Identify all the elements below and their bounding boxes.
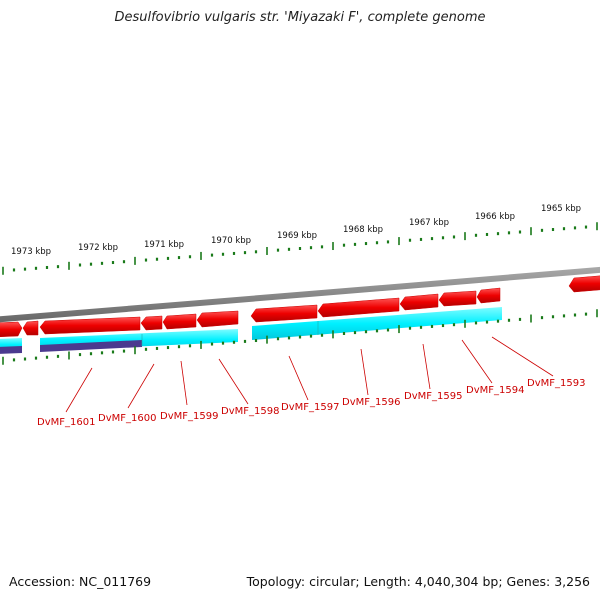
kbp-label: 1969 kbp [277, 231, 317, 241]
gene-arrow[interactable] [250, 304, 318, 323]
gene-label[interactable]: DvMF_1597 [281, 402, 339, 413]
gene-label[interactable]: DvMF_1595 [404, 391, 462, 402]
inner-scale-ticks [2, 309, 598, 365]
kbp-label: 1966 kbp [475, 212, 515, 222]
kbp-label: 1972 kbp [78, 243, 118, 253]
gene-label[interactable]: DvMF_1599 [160, 411, 218, 422]
gene-arrow[interactable] [39, 316, 141, 335]
gene-arrow[interactable] [140, 315, 163, 331]
genome-title: Desulfovibrio vulgaris str. 'Miyazaki F'… [114, 10, 486, 25]
accession-text: Accession: NC_011769 [9, 574, 152, 589]
gene-label[interactable]: DvMF_1601 [37, 417, 95, 428]
kbp-label: 1970 kbp [211, 236, 251, 246]
gene-arrow[interactable] [196, 310, 239, 328]
gene-label[interactable]: DvMF_1593 [527, 378, 585, 389]
gene-arrow[interactable] [568, 275, 600, 293]
gene-label[interactable]: DvMF_1594 [466, 385, 524, 396]
gene-arrow[interactable] [317, 297, 400, 318]
gene-label[interactable]: DvMF_1598 [221, 406, 279, 417]
cds-segment[interactable] [0, 346, 22, 354]
kbp-label: 1971 kbp [144, 240, 184, 250]
kbp-label: 1973 kbp [11, 247, 51, 257]
kbp-label: 1967 kbp [409, 218, 449, 228]
kbp-label: 1968 kbp [343, 225, 383, 235]
kbp-scale-labels: 1973 kbp 1972 kbp 1971 kbp 1970 kbp 1969… [11, 204, 581, 257]
forward-genes [0, 275, 600, 338]
cds-band [0, 307, 502, 354]
cds-segment[interactable] [252, 307, 502, 340]
topology-text: Topology: circular; Length: 4,040,304 bp… [246, 574, 590, 589]
gene-arrow[interactable] [399, 293, 439, 311]
gene-label[interactable]: DvMF_1596 [342, 397, 400, 408]
genome-backbone [0, 266, 600, 323]
kbp-label: 1965 kbp [541, 204, 581, 214]
gene-arrow[interactable] [162, 313, 197, 330]
gene-label[interactable]: DvMF_1600 [98, 413, 156, 424]
gene-arrow[interactable] [0, 321, 23, 338]
gene-arrow[interactable] [22, 320, 39, 336]
gene-arrow[interactable] [476, 287, 501, 304]
gene-labels: DvMF_1601 DvMF_1600 DvMF_1599 DvMF_1598 … [37, 378, 585, 428]
gene-label-leaders [65, 336, 554, 413]
outer-scale-ticks [2, 222, 598, 275]
cds-segment[interactable] [40, 340, 142, 352]
gene-arrow[interactable] [438, 290, 477, 307]
